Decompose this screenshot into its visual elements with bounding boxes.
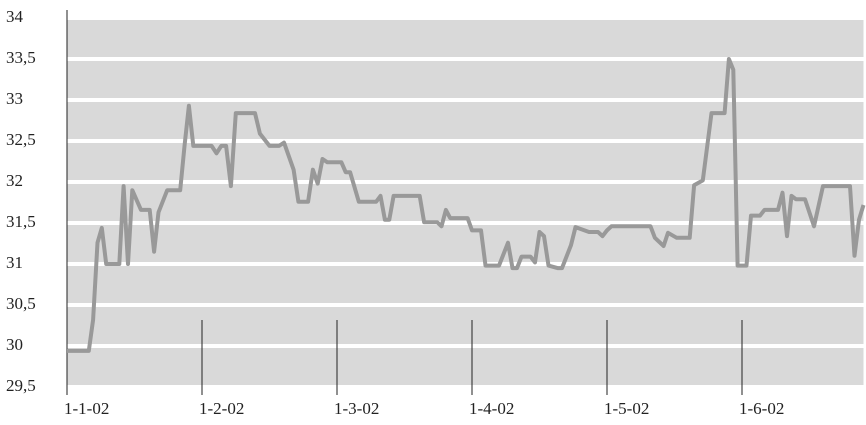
grid-band bbox=[67, 184, 864, 221]
grid-band bbox=[67, 266, 864, 303]
x-tick-label: 1-5-02 bbox=[604, 399, 649, 418]
grid-band bbox=[67, 102, 864, 139]
x-tick-label: 1-1-02 bbox=[64, 399, 109, 418]
x-tick-label: 1-3-02 bbox=[334, 399, 379, 418]
grid-band bbox=[67, 348, 864, 385]
grid-band bbox=[67, 20, 864, 57]
y-tick-label: 31 bbox=[6, 253, 23, 272]
y-tick-label: 29,5 bbox=[6, 376, 36, 395]
x-tick-label: 1-4-02 bbox=[469, 399, 514, 418]
grid-band bbox=[67, 61, 864, 98]
y-tick-label: 33,5 bbox=[6, 48, 36, 67]
x-tick-label: 1-2-02 bbox=[199, 399, 244, 418]
y-tick-label: 34 bbox=[6, 7, 24, 26]
y-tick-label: 32 bbox=[6, 171, 23, 190]
y-tick-label: 30,5 bbox=[6, 294, 36, 313]
x-tick-label: 1-6-02 bbox=[739, 399, 784, 418]
grid-band bbox=[67, 307, 864, 344]
line-series bbox=[67, 57, 866, 353]
y-tick-label: 33 bbox=[6, 89, 23, 108]
grid-band bbox=[67, 225, 864, 262]
y-tick-label: 30 bbox=[6, 335, 23, 354]
y-tick-label: 31,5 bbox=[6, 212, 36, 231]
grid-band bbox=[67, 143, 864, 180]
y-tick-label: 32,5 bbox=[6, 130, 36, 149]
